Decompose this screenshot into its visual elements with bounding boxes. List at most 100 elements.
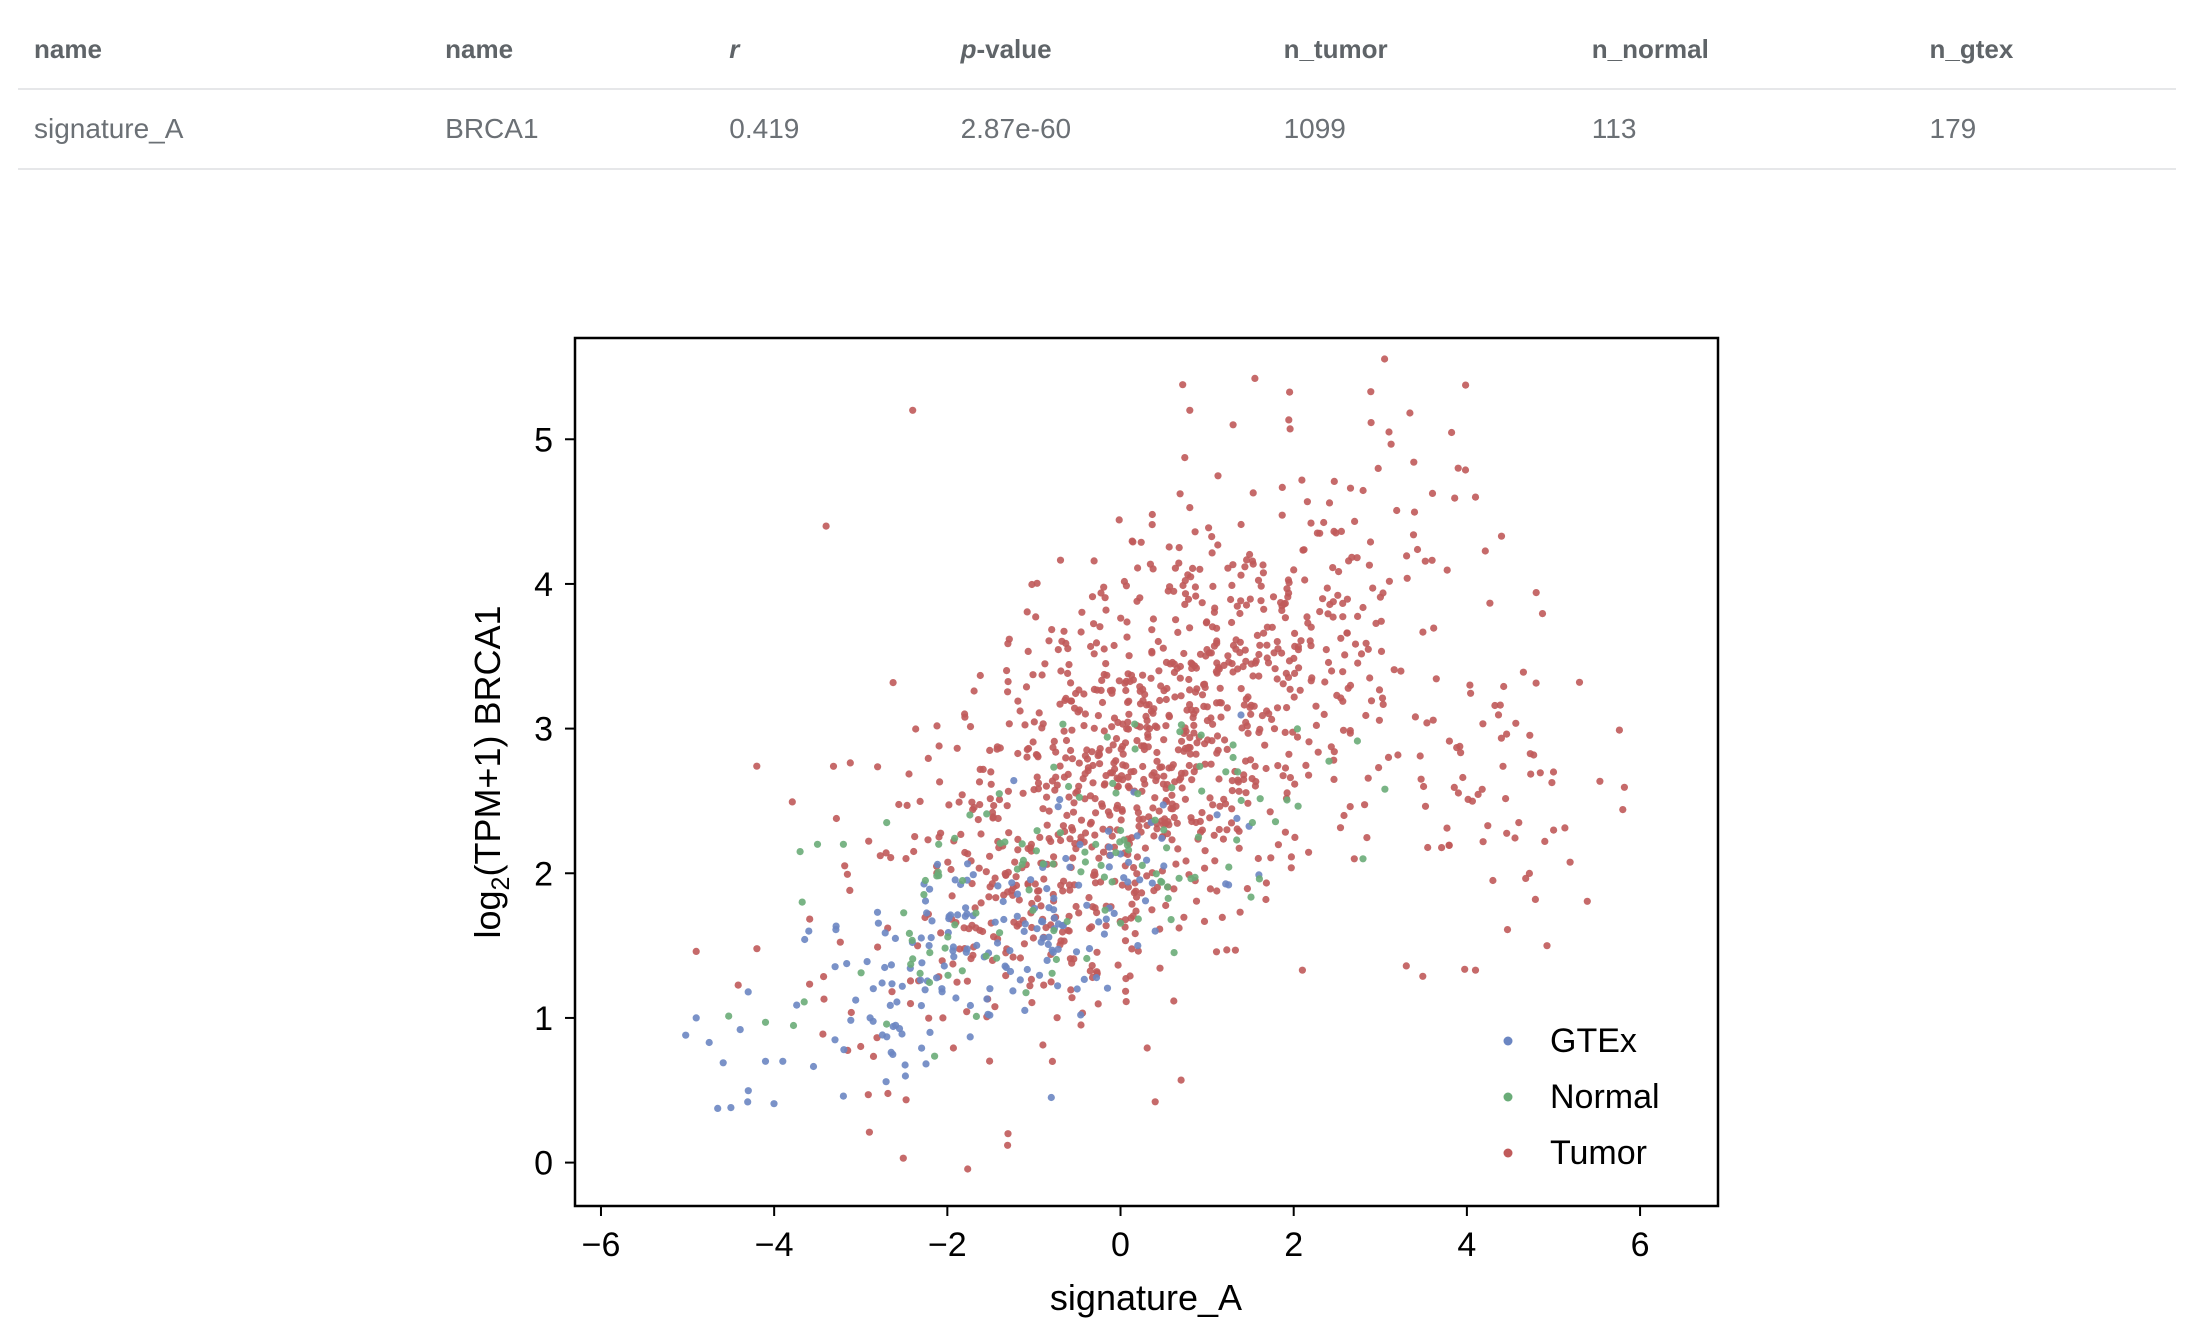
data-point-gtex: [1056, 796, 1064, 804]
data-point-tumor: [1454, 789, 1462, 797]
data-point-gtex: [1008, 879, 1016, 887]
data-point-tumor: [1417, 775, 1425, 783]
data-point-tumor: [1359, 486, 1367, 495]
data-point-normal: [1092, 840, 1100, 849]
data-point-tumor: [1346, 729, 1354, 737]
data-point-gtex: [882, 1078, 890, 1086]
data-point-tumor: [1307, 623, 1315, 631]
data-point-tumor: [1190, 729, 1198, 737]
data-point-tumor: [1246, 595, 1254, 603]
data-point-tumor: [1069, 854, 1077, 862]
y-tick-label: 0: [534, 1145, 553, 1183]
data-point-tumor: [1184, 595, 1193, 603]
data-point-tumor: [1151, 794, 1159, 802]
data-point-tumor: [963, 1008, 971, 1016]
data-point-tumor: [1619, 806, 1627, 814]
data-point-tumor: [1124, 718, 1132, 726]
data-point-tumor: [1192, 592, 1200, 600]
data-point-tumor: [1045, 807, 1053, 815]
data-point-tumor: [1240, 701, 1248, 709]
x-tick-label: 2: [1284, 1226, 1303, 1264]
data-point-tumor: [1279, 772, 1287, 780]
data-point-tumor: [899, 1154, 907, 1162]
data-point-tumor: [1168, 791, 1176, 799]
data-point-tumor: [1060, 877, 1068, 885]
data-point-tumor: [1191, 583, 1199, 591]
data-point-gtex: [873, 908, 882, 916]
data-point-tumor: [888, 988, 896, 996]
data-point-tumor: [1285, 750, 1293, 758]
data-point-tumor: [1122, 582, 1130, 590]
data-point-normal: [813, 840, 822, 848]
data-point-gtex: [1050, 914, 1058, 922]
data-point-tumor: [1053, 1014, 1061, 1022]
data-point-tumor: [1144, 730, 1152, 739]
data-point-tumor: [1337, 634, 1345, 642]
data-point-tumor: [753, 762, 761, 770]
data-point-tumor: [1141, 844, 1149, 852]
data-point-tumor: [1332, 529, 1340, 537]
data-point-tumor: [1186, 504, 1194, 512]
data-point-tumor: [1281, 828, 1289, 836]
data-point-tumor: [869, 1052, 878, 1060]
data-point-tumor: [1170, 997, 1178, 1005]
data-point-normal: [1177, 721, 1185, 729]
data-point-tumor: [1366, 538, 1375, 546]
data-point-tumor: [1091, 795, 1099, 803]
data-point-tumor: [986, 746, 994, 755]
data-point-tumor: [1267, 854, 1275, 862]
data-point-tumor: [1361, 801, 1369, 809]
data-point-normal: [920, 891, 928, 899]
data-point-tumor: [1181, 590, 1190, 598]
data-point-gtex: [1013, 890, 1022, 898]
data-point-tumor: [1186, 734, 1194, 742]
y-tick-label: 1: [534, 1000, 553, 1038]
data-point-tumor: [1063, 811, 1071, 820]
data-point-tumor: [993, 743, 1002, 751]
data-point-normal: [958, 877, 967, 885]
data-point-gtex: [770, 1100, 778, 1108]
table-cell: 113: [1575, 89, 1914, 170]
data-point-tumor: [1240, 771, 1248, 779]
data-point-normal: [1059, 720, 1067, 728]
data-point-gtex: [1013, 912, 1021, 920]
data-point-tumor: [1526, 750, 1534, 758]
data-point-tumor: [1043, 821, 1051, 829]
data-point-tumor: [961, 848, 969, 857]
data-point-normal: [982, 952, 990, 960]
data-point-tumor: [1228, 618, 1236, 627]
data-point-gtex: [887, 1048, 895, 1056]
data-point-tumor: [1362, 639, 1370, 647]
data-point-tumor: [979, 927, 987, 936]
data-point-tumor: [1072, 689, 1080, 698]
data-point-tumor: [1004, 1130, 1012, 1138]
data-point-tumor: [1149, 804, 1157, 812]
data-point-tumor: [1027, 975, 1035, 984]
data-point-tumor: [1020, 940, 1028, 948]
data-point-gtex: [923, 909, 931, 917]
data-point-tumor: [1337, 527, 1345, 536]
data-point-tumor: [1246, 756, 1255, 764]
data-point-tumor: [1285, 579, 1293, 587]
data-point-tumor: [1421, 802, 1430, 810]
data-point-normal: [1225, 863, 1233, 871]
data-point-normal: [1381, 785, 1389, 793]
data-point-gtex: [1039, 934, 1047, 942]
data-point-tumor: [1287, 864, 1295, 872]
data-point-tumor: [1077, 1021, 1085, 1029]
data-point-tumor: [1335, 568, 1343, 576]
data-point-tumor: [1283, 585, 1291, 593]
data-point-tumor: [1474, 790, 1482, 799]
data-point-tumor: [1059, 822, 1067, 830]
data-point-tumor: [1213, 732, 1222, 740]
data-point-tumor: [1137, 538, 1145, 546]
data-point-tumor: [1004, 888, 1012, 896]
data-point-tumor: [1274, 841, 1282, 849]
data-point-tumor: [1362, 711, 1370, 720]
data-point-gtex: [874, 919, 883, 927]
data-point-tumor: [1090, 685, 1098, 694]
data-point-tumor: [1026, 982, 1034, 990]
data-point-tumor: [1178, 737, 1186, 745]
data-point-tumor: [1220, 661, 1228, 670]
data-point-gtex: [1047, 1093, 1055, 1102]
